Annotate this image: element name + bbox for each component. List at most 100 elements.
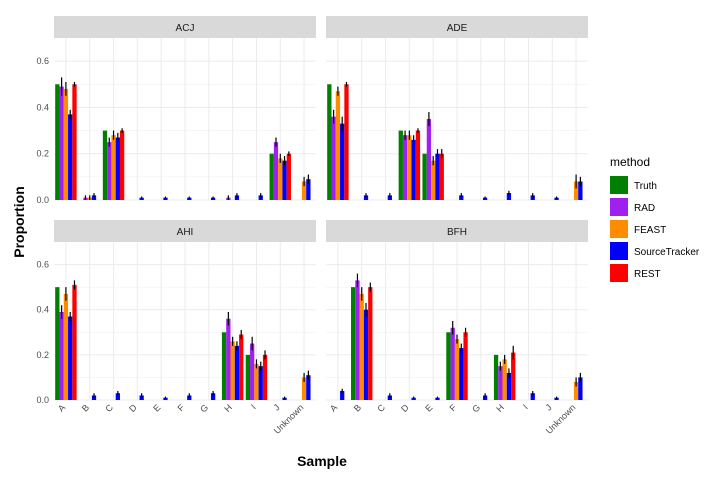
y-tick-label: 0.6 — [36, 260, 49, 270]
x-tick-label: J — [271, 402, 281, 412]
bar-sourcetracker-c — [115, 137, 120, 200]
bar-rad-j — [273, 142, 279, 200]
bar-rest-c — [119, 130, 125, 200]
bar-rad-i — [250, 343, 255, 400]
bar-rad-h — [226, 318, 231, 400]
bar-feast-unknown — [301, 377, 307, 400]
x-axis-title: Sample — [297, 453, 347, 469]
bar-sourcetracker-h — [506, 372, 512, 400]
bar-sourcetracker-b — [363, 309, 369, 400]
bar-rad-f — [450, 327, 455, 400]
bar-sourcetracker-h — [506, 193, 512, 200]
bar-rad-a — [331, 116, 336, 200]
bar-rest-d — [415, 130, 421, 200]
facet-strip — [326, 16, 588, 38]
bar-rest-i — [262, 354, 268, 400]
bar-truth-b — [351, 287, 356, 400]
bar-truth-e — [422, 153, 427, 200]
bar-sourcetracker-c — [115, 393, 120, 400]
bar-feast-unknown — [573, 381, 579, 400]
bar-rest-b — [368, 287, 373, 400]
bar-sourcetracker-f — [459, 348, 464, 400]
facet-strip — [54, 16, 316, 38]
bar-rad-a — [59, 311, 64, 400]
bar-rest-a — [72, 284, 77, 400]
bar-sourcetracker-i — [258, 366, 263, 400]
bar-sourcetracker-a — [340, 390, 345, 400]
bar-feast-a — [63, 88, 69, 200]
bar-feast-f — [454, 339, 460, 400]
facet-strip-label: BFH — [447, 227, 467, 238]
bar-sourcetracker-unknown — [578, 181, 583, 200]
x-tick-label: A — [56, 402, 67, 413]
bar-truth-h — [221, 332, 227, 400]
x-tick-label: F — [175, 402, 186, 413]
facet-strip — [54, 220, 316, 242]
bar-sourcetracker-i — [530, 393, 535, 400]
bar-feast-unknown — [573, 181, 579, 200]
legend-label-rest: REST — [634, 269, 661, 280]
bar-rest-h — [511, 352, 516, 400]
bar-feast-i — [254, 363, 259, 400]
bar-sourcetracker-e — [163, 197, 168, 200]
bar-sourcetracker-e — [435, 153, 440, 200]
bar-truth-j — [269, 153, 274, 200]
x-tick-label: D — [127, 402, 139, 414]
y-tick-label: 0.0 — [36, 395, 49, 405]
bar-rest-a — [344, 84, 349, 200]
bar-truth-a — [55, 84, 60, 200]
x-tick-label: C — [103, 402, 115, 414]
bar-rad-a — [59, 86, 64, 200]
x-tick-label: F — [447, 402, 458, 413]
bar-rad-d — [402, 135, 408, 200]
bar-truth-i — [245, 354, 251, 400]
legend-label-sourcetracker: SourceTracker — [634, 247, 700, 258]
legend-title: method — [610, 155, 650, 169]
panel-acj: ACJ 0.0 0.2 0.4 0.6 — [36, 16, 316, 205]
x-tick-label: B — [352, 402, 363, 413]
x-tick-label: D — [399, 402, 411, 414]
bar-feast-e — [431, 160, 436, 200]
bar-feast-a — [63, 293, 69, 400]
bar-feast-a — [335, 91, 341, 200]
bar-sourcetracker-j — [282, 160, 287, 200]
bar-rad-h — [498, 366, 503, 400]
bar-sourcetracker-h — [234, 345, 240, 400]
legend-label-rad: RAD — [634, 203, 655, 214]
bar-rest-h — [239, 334, 244, 400]
facet-strip-label: AHI — [177, 227, 194, 238]
x-tick-label: G — [198, 402, 210, 414]
bar-rest-f — [463, 332, 468, 400]
bar-rad-e — [426, 119, 432, 200]
x-tick-label: C — [375, 402, 387, 414]
bar-sourcetracker-f — [187, 197, 192, 200]
bar-truth-d — [398, 130, 403, 200]
x-tick-label: J — [543, 402, 553, 412]
x-tick-label: E — [423, 402, 434, 413]
panel-ade: ADE — [326, 16, 588, 201]
bar-sourcetracker-g — [210, 393, 216, 400]
bar-feast-unknown — [301, 181, 307, 200]
x-tick-label: A — [328, 402, 339, 413]
legend-swatch-sourcetracker — [610, 242, 628, 260]
bar-truth-a — [327, 84, 332, 200]
bar-rest-e — [439, 153, 444, 200]
facet-strip-label: ACJ — [176, 23, 195, 34]
y-tick-label: 0.2 — [36, 149, 49, 159]
bar-truth-c — [102, 130, 108, 200]
facet-strip — [326, 220, 588, 242]
x-tick-label: G — [470, 402, 482, 414]
x-tick-label: I — [521, 402, 530, 411]
x-tick-label: H — [222, 402, 234, 414]
bar-sourcetracker-a — [68, 114, 73, 200]
bar-sourcetracker-unknown — [306, 179, 311, 200]
x-tick-label: I — [249, 402, 258, 411]
x-tick-label: E — [151, 402, 162, 413]
bar-feast-h — [502, 359, 507, 400]
bar-feast-j — [278, 158, 283, 200]
bar-truth-a — [55, 287, 60, 400]
